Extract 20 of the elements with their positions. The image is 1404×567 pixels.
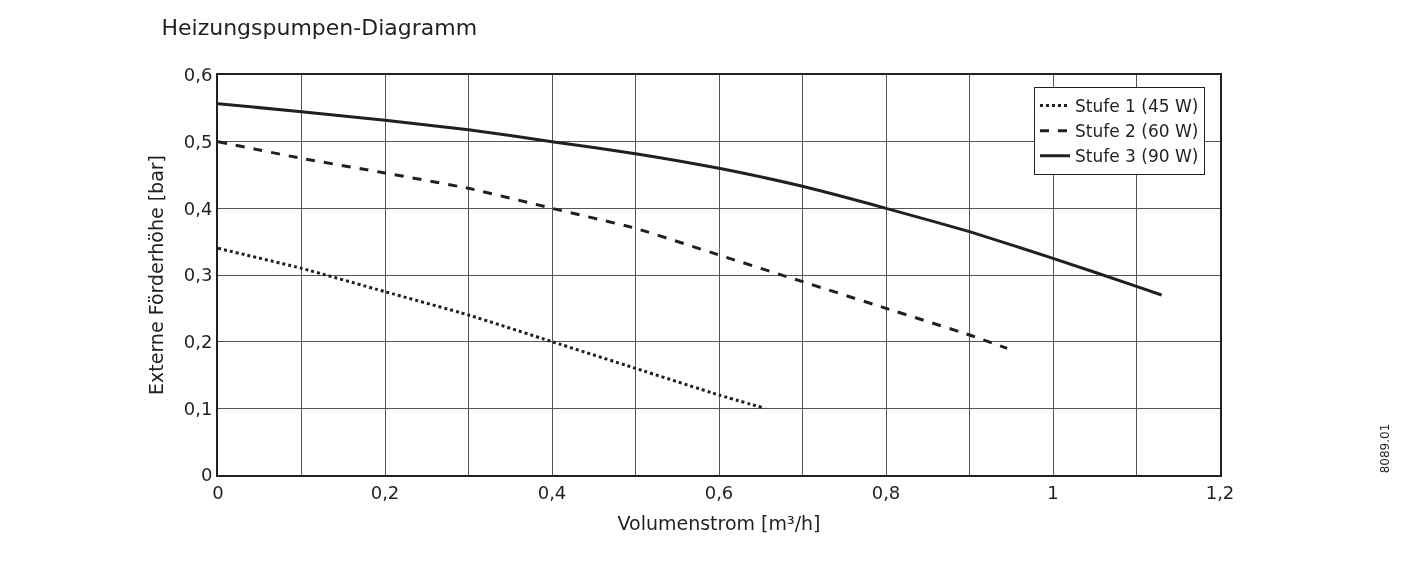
x-tick-label: 1 bbox=[1047, 481, 1059, 503]
y-axis-title: Externe Förderhöhe [bar] bbox=[145, 155, 168, 395]
chart-title: Heizungspumpen-Diagramm bbox=[161, 15, 478, 41]
x-tick-label: 1,2 bbox=[1205, 481, 1235, 503]
y-tick-label: 0,3 bbox=[183, 264, 213, 286]
x-tick-label: 0,6 bbox=[704, 481, 734, 503]
text: 8089.01 bbox=[1378, 423, 1393, 474]
y-tick-label: 0,5 bbox=[183, 130, 213, 152]
legend-label: Stufe 3 (90 W) bbox=[1074, 146, 1199, 167]
legend-label: Stufe 1 (45 W) bbox=[1074, 96, 1199, 117]
x-axis-title: Volumenstrom [m³/h] bbox=[617, 511, 821, 534]
legend-label: Stufe 2 (60 W) bbox=[1074, 121, 1199, 142]
x-tick-label: 0,2 bbox=[370, 481, 400, 503]
y-tick-label: 0,2 bbox=[183, 330, 213, 352]
y-tick-label: 0 bbox=[200, 464, 213, 486]
y-tick-label: 0,1 bbox=[183, 397, 213, 419]
y-tick-label: 0,4 bbox=[183, 197, 213, 219]
y-tick-label: 0,6 bbox=[183, 64, 213, 86]
x-tick-label: 0,4 bbox=[537, 481, 567, 503]
x-tick-label: 0,8 bbox=[871, 481, 901, 503]
